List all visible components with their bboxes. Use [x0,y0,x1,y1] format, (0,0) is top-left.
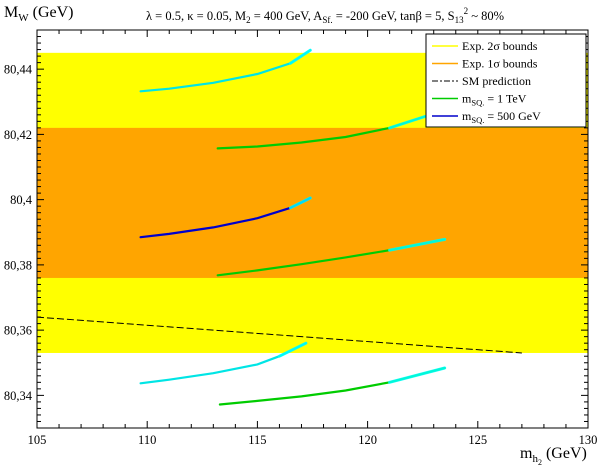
x-axis-label: mh2 (GeV) [520,445,587,467]
x-tick-label: 115 [248,433,266,447]
y-tick-label: 80,44 [4,63,33,77]
series-layer [139,48,447,406]
y-tick-label: 80,42 [4,128,32,142]
y-tick-label: 80,36 [4,324,32,338]
sm-line-layer [36,316,522,354]
tev-curve-2-tip [388,237,447,252]
y-tick-label: 80,4 [10,193,33,207]
x-tick-label: 120 [358,433,377,447]
sm-prediction-line [36,316,522,354]
x-tick-label: 125 [468,433,487,447]
x-tick-label: 130 [579,433,598,447]
y-tick-label: 80,38 [4,258,32,272]
tev-curve-3 [218,366,446,406]
y-axis-label: MW (GeV) [4,4,74,24]
legend-label-tev: mSQ. = 1 TeV [462,92,527,108]
x-tick-label: 105 [28,433,47,447]
band-1sigma [37,127,588,278]
legend: Exp. 2σ bounds Exp. 1σ bounds SM predictio… [425,33,587,128]
chart-title: λ = 0.5, κ = 0.05, M2 = 400 GeV, ASf. = … [146,6,504,25]
legend-label-band1: Exp. 1σ bounds [462,57,538,71]
y-tick-label: 80,34 [4,389,33,403]
gev-curve-2-tip [289,196,312,210]
x-tick-label: 110 [138,433,156,447]
tev-curve-3-tip [388,366,447,384]
tev-curve-1-tip [388,115,427,130]
legend-label-band2: Exp. 2σ bounds [462,39,538,53]
legend-label-gev: mSQ. = 500 GeV [462,109,541,125]
gev-curve-3-tip [277,341,308,358]
legend-label-sm: SM prediction [462,74,531,88]
plot-frame [36,29,589,429]
gev-curve-1-tip [289,48,312,65]
